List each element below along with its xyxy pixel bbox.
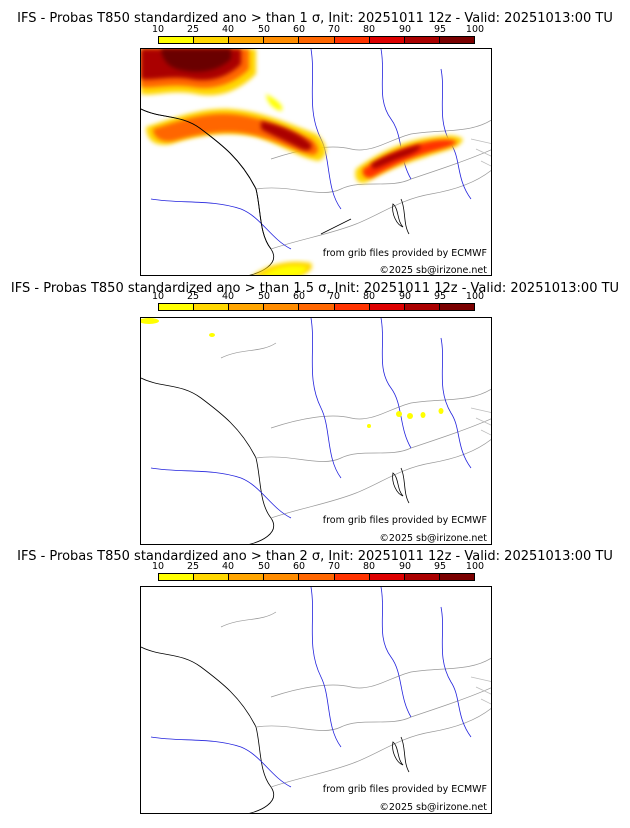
map-coastlines: [141, 108, 352, 250]
colorbar-swatch: [159, 304, 195, 310]
tick-label: 60: [292, 24, 306, 35]
panel-1-title: IFS - Probas T850 standardized ano > tha…: [17, 11, 613, 26]
tick-label: 25: [186, 291, 200, 302]
colorbar-swatch: [439, 37, 474, 43]
tick-label: 100: [465, 24, 485, 35]
tick-label: 95: [433, 24, 447, 35]
tick-label: 50: [257, 561, 271, 572]
tick-label: 10: [151, 561, 165, 572]
colorbar-tick-labels: 10 25 40 50 60 70 80 90 95 100: [152, 561, 484, 572]
colorbar-swatch: [264, 304, 300, 310]
colorbar-swatch: [299, 37, 335, 43]
tick-label: 40: [221, 24, 235, 35]
tick-label: 80: [362, 561, 376, 572]
tick-label: 10: [151, 24, 165, 35]
panel-2-title: IFS - Probas T850 standardized ano > tha…: [10, 281, 620, 296]
panel-3-map: from grib files provided by ECMWF ©2025 …: [140, 586, 492, 814]
tick-label: 70: [327, 24, 341, 35]
colorbar-tick-labels: 10 25 40 50 60 70 80 90 95 100: [152, 24, 484, 35]
colorbar-tick-labels: 10 25 40 50 60 70 80 90 95 100: [152, 291, 484, 302]
colorbar-swatch: [299, 574, 335, 580]
colorbar-swatches: [158, 573, 475, 581]
tick-label: 60: [292, 561, 306, 572]
tick-label: 10: [151, 291, 165, 302]
colorbar-swatch: [334, 37, 370, 43]
tick-label: 25: [186, 561, 200, 572]
colorbar-swatch: [264, 37, 300, 43]
colorbar-swatch: [439, 574, 474, 580]
probability-map: [141, 318, 491, 544]
colorbar-swatch: [194, 304, 230, 310]
tick-label: 90: [398, 24, 412, 35]
panel-1-map: from grib files provided by ECMWF ©2025 …: [140, 48, 492, 276]
panel-2-map: from grib files provided by ECMWF ©2025 …: [140, 317, 492, 545]
colorbar-swatch: [159, 574, 195, 580]
probability-fields: [141, 318, 444, 428]
source-credit: from grib files provided by ECMWF: [322, 515, 487, 526]
colorbar-swatch: [439, 304, 474, 310]
colorbar-swatch: [264, 574, 300, 580]
tick-label: 25: [186, 24, 200, 35]
colorbar-swatch: [404, 574, 440, 580]
tick-label: 70: [327, 291, 341, 302]
probability-map: [141, 587, 491, 813]
tick-label: 90: [398, 291, 412, 302]
source-credit: from grib files provided by ECMWF: [322, 248, 487, 259]
tick-label: 90: [398, 561, 412, 572]
colorbar-swatch: [334, 574, 370, 580]
colorbar-swatch: [194, 37, 230, 43]
tick-label: 80: [362, 291, 376, 302]
colorbar-swatch: [334, 304, 370, 310]
colorbar-swatches: [158, 36, 475, 44]
colorbar-swatch: [159, 37, 195, 43]
colorbar-swatch: [194, 574, 230, 580]
colorbar-swatch: [229, 37, 265, 43]
panel-3-title: IFS - Probas T850 standardized ano > tha…: [17, 549, 613, 564]
tick-label: 70: [327, 561, 341, 572]
map-basemap: [141, 318, 491, 544]
colorbar-swatch: [229, 574, 265, 580]
colorbar-swatch: [299, 304, 335, 310]
colorbar-swatch: [404, 304, 440, 310]
colorbar-swatch: [369, 37, 405, 43]
colorbar-swatch: [404, 37, 440, 43]
tick-label: 50: [257, 291, 271, 302]
tick-label: 60: [292, 291, 306, 302]
copyright-credit: ©2025 sb@irizone.net: [379, 533, 487, 544]
colorbar-swatches: [158, 303, 475, 311]
copyright-credit: ©2025 sb@irizone.net: [379, 265, 487, 276]
tick-label: 50: [257, 24, 271, 35]
tick-label: 100: [465, 291, 485, 302]
map-basemap: [141, 587, 491, 813]
source-credit: from grib files provided by ECMWF: [322, 784, 487, 795]
map-basemap: [141, 49, 491, 275]
tick-label: 40: [221, 561, 235, 572]
colorbar-swatch: [229, 304, 265, 310]
colorbar-swatch: [369, 304, 405, 310]
colorbar-swatch: [369, 574, 405, 580]
probability-map: [141, 49, 491, 275]
tick-label: 95: [433, 561, 447, 572]
tick-label: 95: [433, 291, 447, 302]
tick-label: 40: [221, 291, 235, 302]
tick-label: 80: [362, 24, 376, 35]
copyright-credit: ©2025 sb@irizone.net: [379, 802, 487, 813]
probability-fields: [141, 49, 463, 275]
tick-label: 100: [465, 561, 485, 572]
